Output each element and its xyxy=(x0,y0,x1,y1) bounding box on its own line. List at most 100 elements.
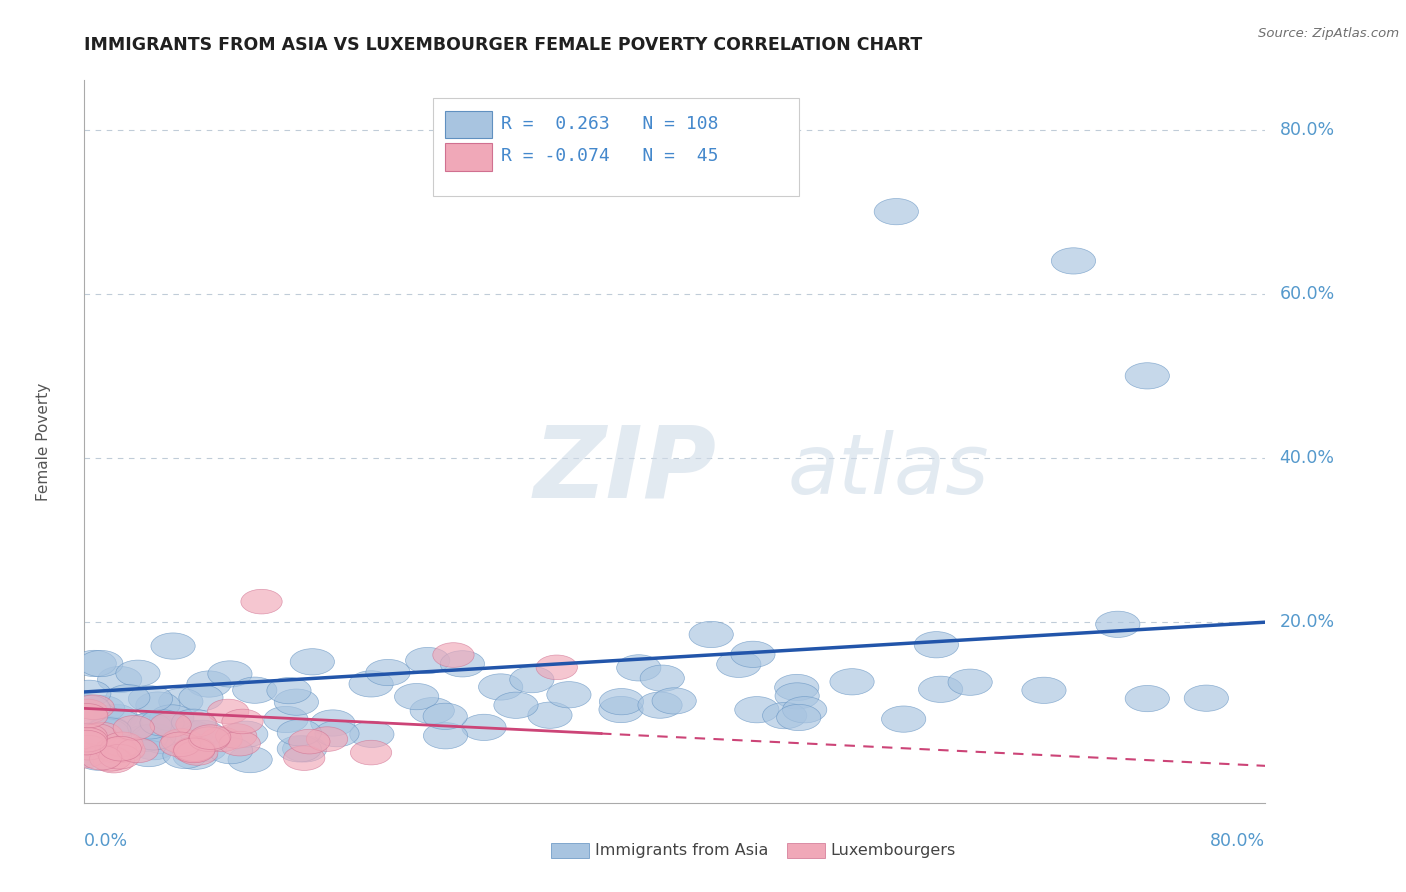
Text: 40.0%: 40.0% xyxy=(1279,449,1334,467)
Ellipse shape xyxy=(307,727,347,751)
Text: Female Poverty: Female Poverty xyxy=(35,383,51,500)
Ellipse shape xyxy=(232,677,277,703)
Ellipse shape xyxy=(366,659,411,686)
Ellipse shape xyxy=(115,660,160,686)
Ellipse shape xyxy=(617,655,661,681)
Ellipse shape xyxy=(66,699,108,723)
Ellipse shape xyxy=(1052,248,1095,274)
Ellipse shape xyxy=(638,692,682,718)
Ellipse shape xyxy=(188,727,229,751)
Ellipse shape xyxy=(132,723,176,750)
Ellipse shape xyxy=(173,738,215,763)
Ellipse shape xyxy=(640,665,685,691)
Ellipse shape xyxy=(423,703,467,730)
Ellipse shape xyxy=(208,661,252,687)
Ellipse shape xyxy=(149,705,194,731)
Ellipse shape xyxy=(208,738,253,764)
Ellipse shape xyxy=(112,715,155,740)
Ellipse shape xyxy=(274,689,319,715)
Ellipse shape xyxy=(283,736,326,762)
Ellipse shape xyxy=(80,696,125,722)
Ellipse shape xyxy=(882,706,925,732)
Ellipse shape xyxy=(69,731,112,758)
Ellipse shape xyxy=(131,733,176,760)
Ellipse shape xyxy=(875,199,918,225)
Ellipse shape xyxy=(717,651,761,677)
Ellipse shape xyxy=(66,681,111,706)
Ellipse shape xyxy=(219,731,260,756)
Ellipse shape xyxy=(96,739,136,764)
Ellipse shape xyxy=(830,669,875,695)
Text: atlas: atlas xyxy=(787,430,988,511)
Ellipse shape xyxy=(208,699,249,723)
FancyBboxPatch shape xyxy=(444,143,492,170)
Ellipse shape xyxy=(411,698,454,723)
Text: 80.0%: 80.0% xyxy=(1279,120,1334,138)
Text: Source: ZipAtlas.com: Source: ZipAtlas.com xyxy=(1258,27,1399,40)
Ellipse shape xyxy=(689,622,734,648)
Ellipse shape xyxy=(65,739,110,766)
Ellipse shape xyxy=(176,712,217,737)
Ellipse shape xyxy=(440,650,485,677)
Ellipse shape xyxy=(86,728,131,755)
Ellipse shape xyxy=(76,744,121,771)
Ellipse shape xyxy=(290,648,335,675)
Ellipse shape xyxy=(86,716,131,743)
Ellipse shape xyxy=(90,732,134,758)
Ellipse shape xyxy=(63,723,107,749)
Ellipse shape xyxy=(1125,363,1170,389)
Ellipse shape xyxy=(735,697,779,723)
Ellipse shape xyxy=(1095,611,1140,638)
Ellipse shape xyxy=(63,739,108,764)
Ellipse shape xyxy=(918,676,963,702)
Ellipse shape xyxy=(1022,677,1066,704)
Ellipse shape xyxy=(128,686,173,712)
Ellipse shape xyxy=(177,740,218,765)
Ellipse shape xyxy=(93,748,135,773)
Ellipse shape xyxy=(433,643,474,667)
Ellipse shape xyxy=(190,725,231,749)
Ellipse shape xyxy=(90,747,131,771)
Ellipse shape xyxy=(173,743,218,770)
Ellipse shape xyxy=(395,683,439,710)
Ellipse shape xyxy=(142,728,186,754)
Ellipse shape xyxy=(311,710,354,736)
Ellipse shape xyxy=(222,709,263,734)
Ellipse shape xyxy=(762,703,807,729)
Text: 0.0%: 0.0% xyxy=(84,831,128,850)
Text: ZIP: ZIP xyxy=(533,422,716,519)
Ellipse shape xyxy=(127,740,172,767)
Ellipse shape xyxy=(536,655,578,680)
Ellipse shape xyxy=(76,723,117,748)
Ellipse shape xyxy=(201,727,242,752)
Ellipse shape xyxy=(65,736,110,763)
Ellipse shape xyxy=(527,702,572,729)
Ellipse shape xyxy=(776,705,821,731)
Ellipse shape xyxy=(264,706,308,732)
Ellipse shape xyxy=(478,673,523,700)
Ellipse shape xyxy=(97,666,142,693)
Ellipse shape xyxy=(179,684,224,711)
Ellipse shape xyxy=(79,650,122,677)
Text: 20.0%: 20.0% xyxy=(1279,613,1334,632)
Ellipse shape xyxy=(124,725,167,751)
Ellipse shape xyxy=(775,682,820,709)
Ellipse shape xyxy=(288,730,330,754)
Text: Luxembourgers: Luxembourgers xyxy=(831,843,956,858)
FancyBboxPatch shape xyxy=(444,111,492,138)
Ellipse shape xyxy=(731,641,775,667)
Ellipse shape xyxy=(94,734,138,761)
Ellipse shape xyxy=(129,713,174,739)
Ellipse shape xyxy=(73,695,114,720)
FancyBboxPatch shape xyxy=(433,98,799,196)
Ellipse shape xyxy=(494,692,538,718)
Ellipse shape xyxy=(159,732,201,756)
Ellipse shape xyxy=(284,746,325,771)
Ellipse shape xyxy=(215,723,257,748)
Ellipse shape xyxy=(547,681,591,708)
Text: 60.0%: 60.0% xyxy=(1279,285,1334,302)
Ellipse shape xyxy=(405,648,450,673)
Text: R = -0.074   N =  45: R = -0.074 N = 45 xyxy=(502,147,718,165)
Ellipse shape xyxy=(267,678,311,704)
Ellipse shape xyxy=(128,713,172,739)
